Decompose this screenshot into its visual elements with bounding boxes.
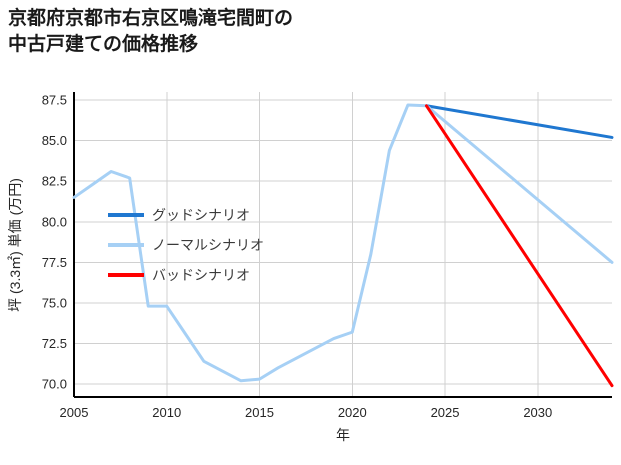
y-tick-label: 77.5: [42, 255, 67, 270]
x-tick-label: 2010: [152, 405, 181, 420]
x-tick-label: 2015: [245, 405, 274, 420]
y-tick-label: 85.0: [42, 133, 67, 148]
y-axis-tick-labels: 87.5 85.0 82.5 80.0 77.5 75.0 72.5 70.0: [42, 93, 67, 392]
x-tick-label: 2005: [60, 405, 89, 420]
legend-label: ノーマルシナリオ: [152, 237, 264, 253]
y-tick-label: 72.5: [42, 336, 67, 351]
y-tick-label: 70.0: [42, 377, 67, 392]
series-line: [424, 104, 614, 139]
series-line: [72, 103, 614, 383]
series-lines: [72, 103, 614, 388]
y-tick-label: 80.0: [42, 214, 67, 229]
x-axis-tick-labels: 2005 2010 2015 2020 2025 2030: [60, 405, 553, 420]
gridlines-horizontal: [74, 99, 612, 385]
y-tick-label: 87.5: [42, 93, 67, 108]
legend-label: バッドシナリオ: [152, 267, 250, 283]
x-axis-title: 年: [336, 427, 350, 443]
x-tick-label: 2025: [431, 405, 460, 420]
y-axis-title: 坪 (3.3㎡) 単価 (万円): [7, 178, 23, 312]
legend-label: グッドシナリオ: [152, 207, 250, 223]
series-line: [424, 104, 614, 388]
chart-title: 京都府京都市右京区鳴滝宅間町の 中古戸建ての価格推移: [8, 8, 294, 56]
x-tick-label: 2020: [338, 405, 367, 420]
y-tick-label: 82.5: [42, 174, 67, 189]
y-tick-label: 75.0: [42, 295, 67, 310]
x-tick-label: 2030: [523, 405, 552, 420]
